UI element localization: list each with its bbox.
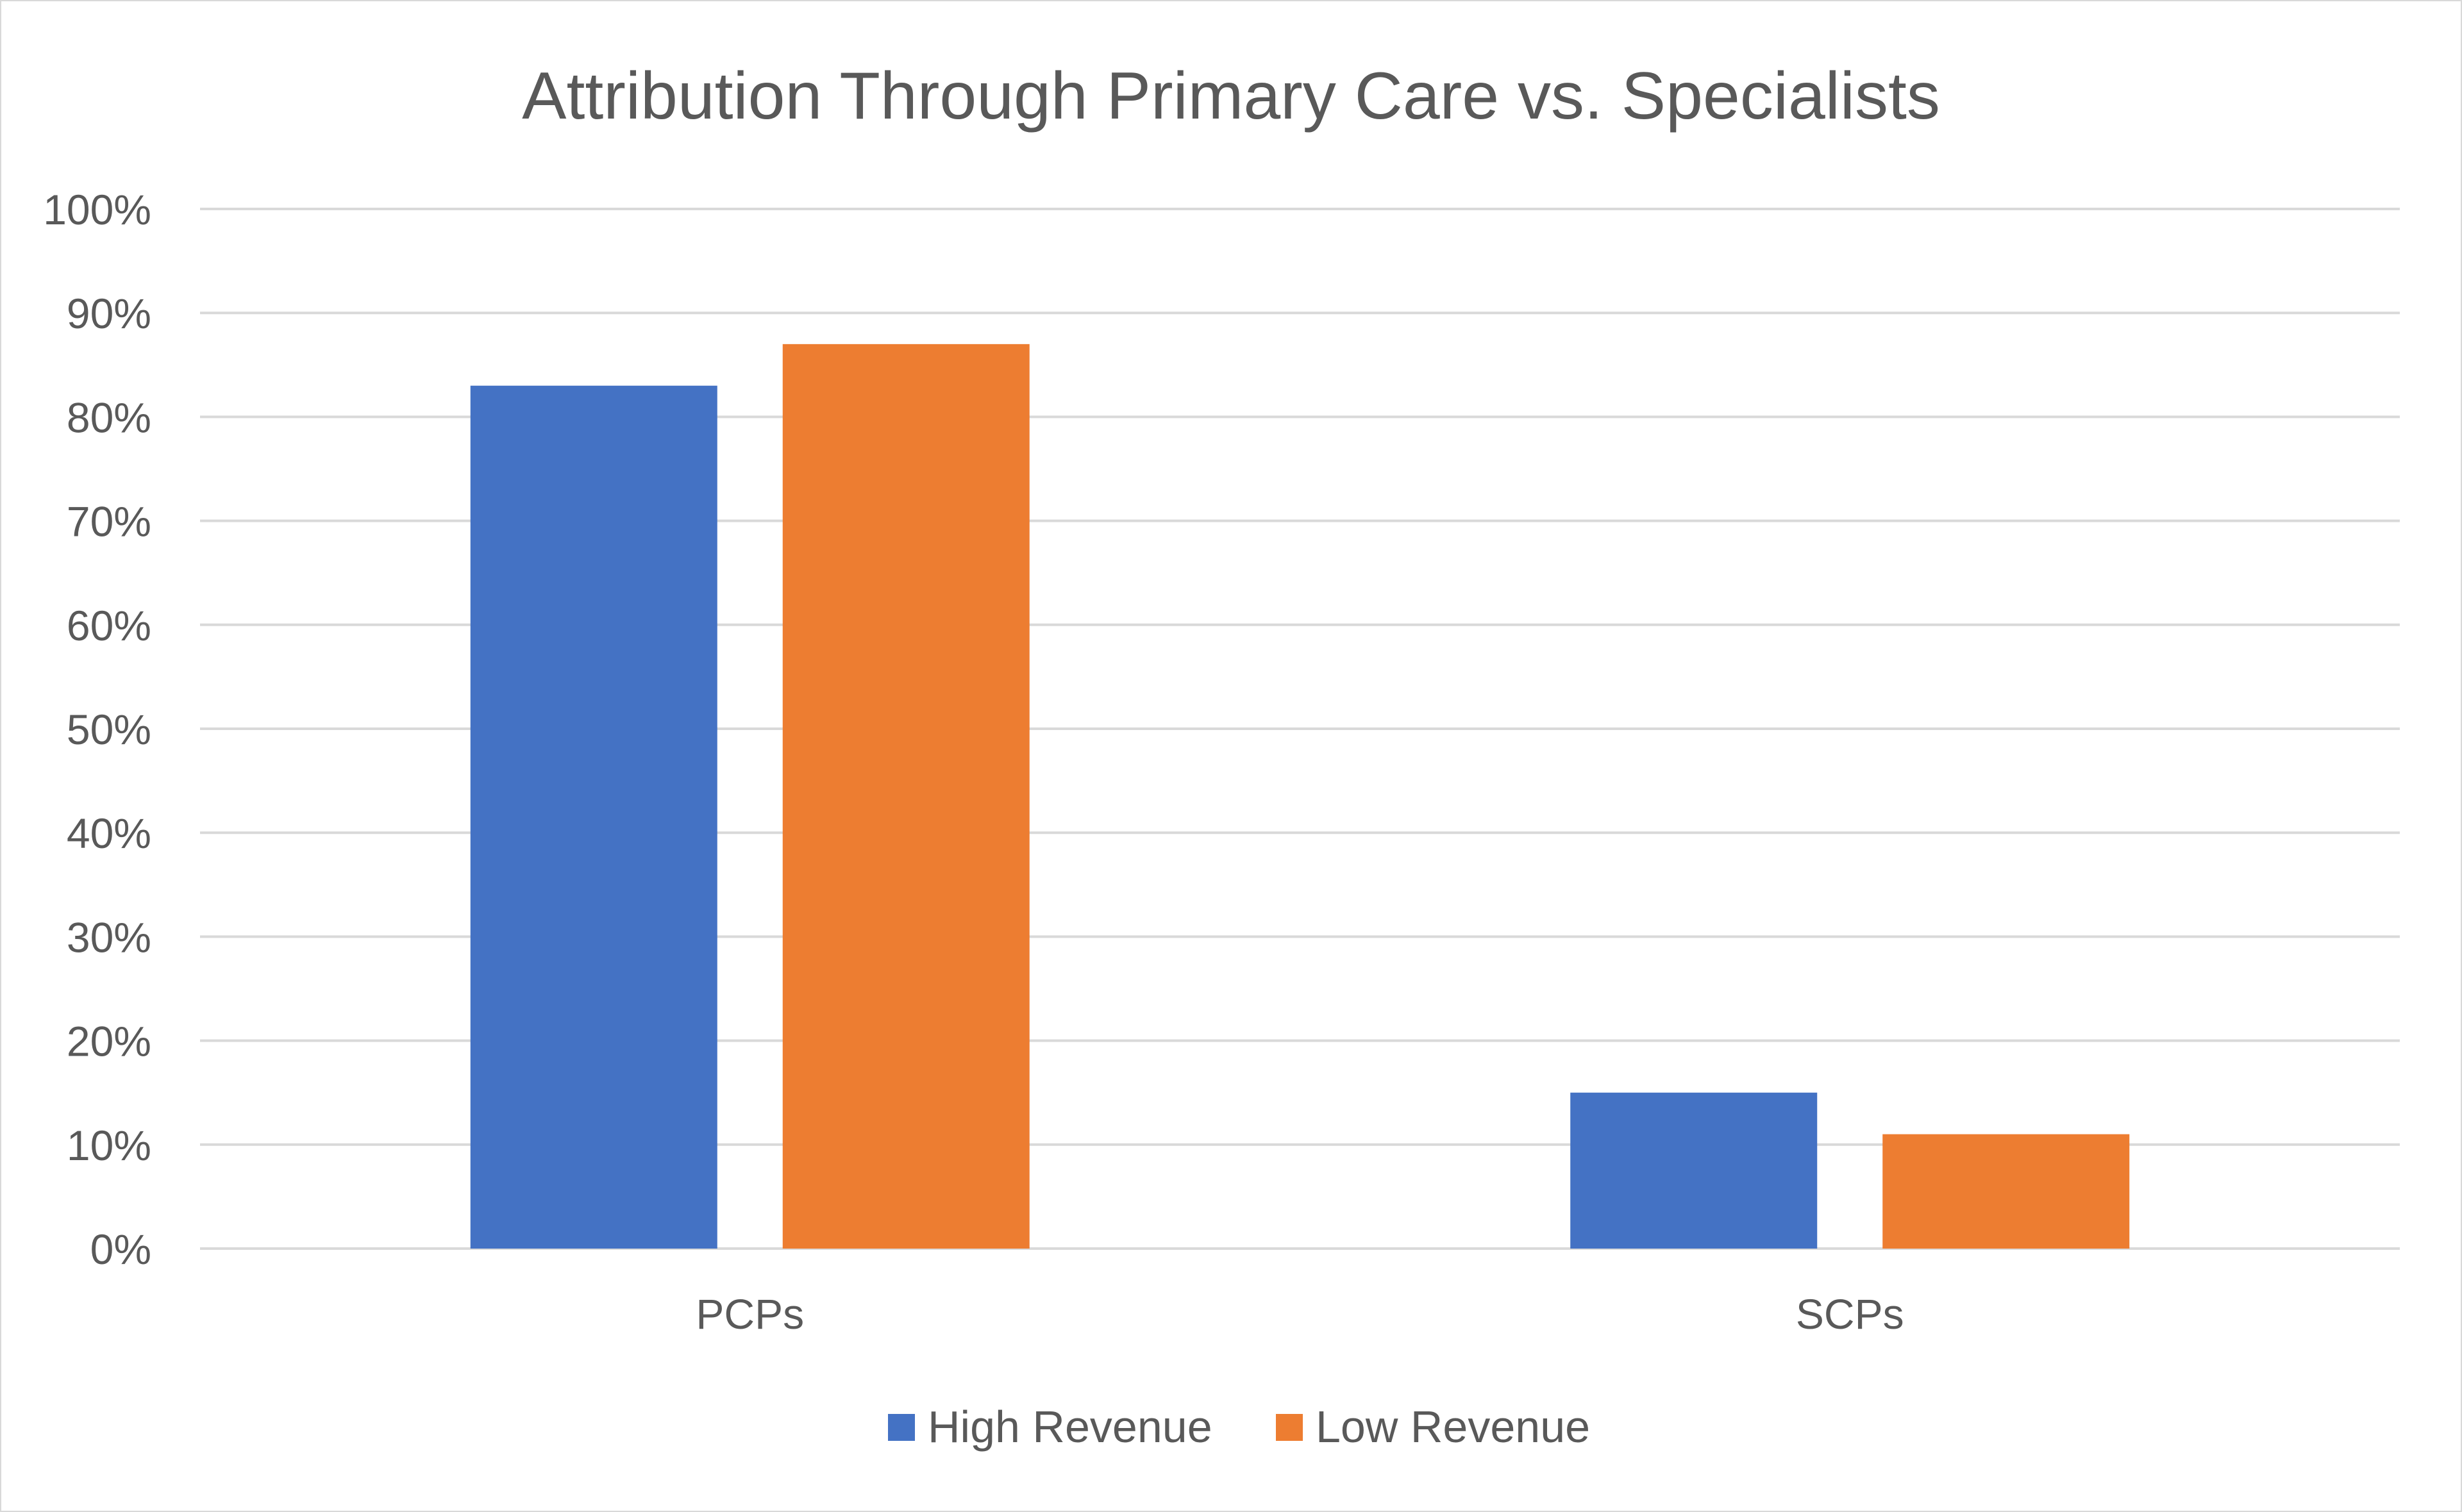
y-tick-label: 60% (67, 602, 151, 649)
x-category-label: PCPs (696, 1290, 804, 1338)
y-tick-label: 50% (67, 706, 151, 753)
y-tick-label: 0% (90, 1225, 151, 1273)
y-tick-label: 100% (43, 186, 151, 233)
y-tick-label: 80% (67, 394, 151, 441)
x-category-label: SCPs (1796, 1290, 1904, 1338)
y-tick-label: 40% (67, 810, 151, 857)
y-tick-label: 30% (67, 913, 151, 961)
legend: High Revenue Low Revenue (888, 1402, 1590, 1452)
legend-swatch (888, 1414, 915, 1441)
y-tick-label: 20% (67, 1018, 151, 1065)
bar-low-revenue-scps (1882, 1134, 2130, 1249)
bar-high-revenue-scps (1570, 1092, 1818, 1249)
bar-high-revenue-pcps (470, 385, 717, 1249)
legend-label: High Revenue (928, 1402, 1212, 1452)
y-tick-label: 70% (67, 498, 151, 545)
chart-title: Attribution Through Primary Care vs. Spe… (522, 59, 1940, 133)
y-tick-label: 90% (67, 290, 151, 337)
y-axis-ticks: 0% 10% 20% 30% 40% 50% 60% 70% 80% 90% 100% (43, 186, 151, 1273)
bars (470, 344, 2130, 1249)
bar-low-revenue-pcps (782, 344, 1030, 1249)
legend-label: Low Revenue (1316, 1402, 1590, 1452)
legend-swatch (1276, 1414, 1303, 1441)
y-tick-label: 10% (67, 1122, 151, 1169)
x-axis-categories: PCPs SCPs (696, 1290, 1904, 1338)
